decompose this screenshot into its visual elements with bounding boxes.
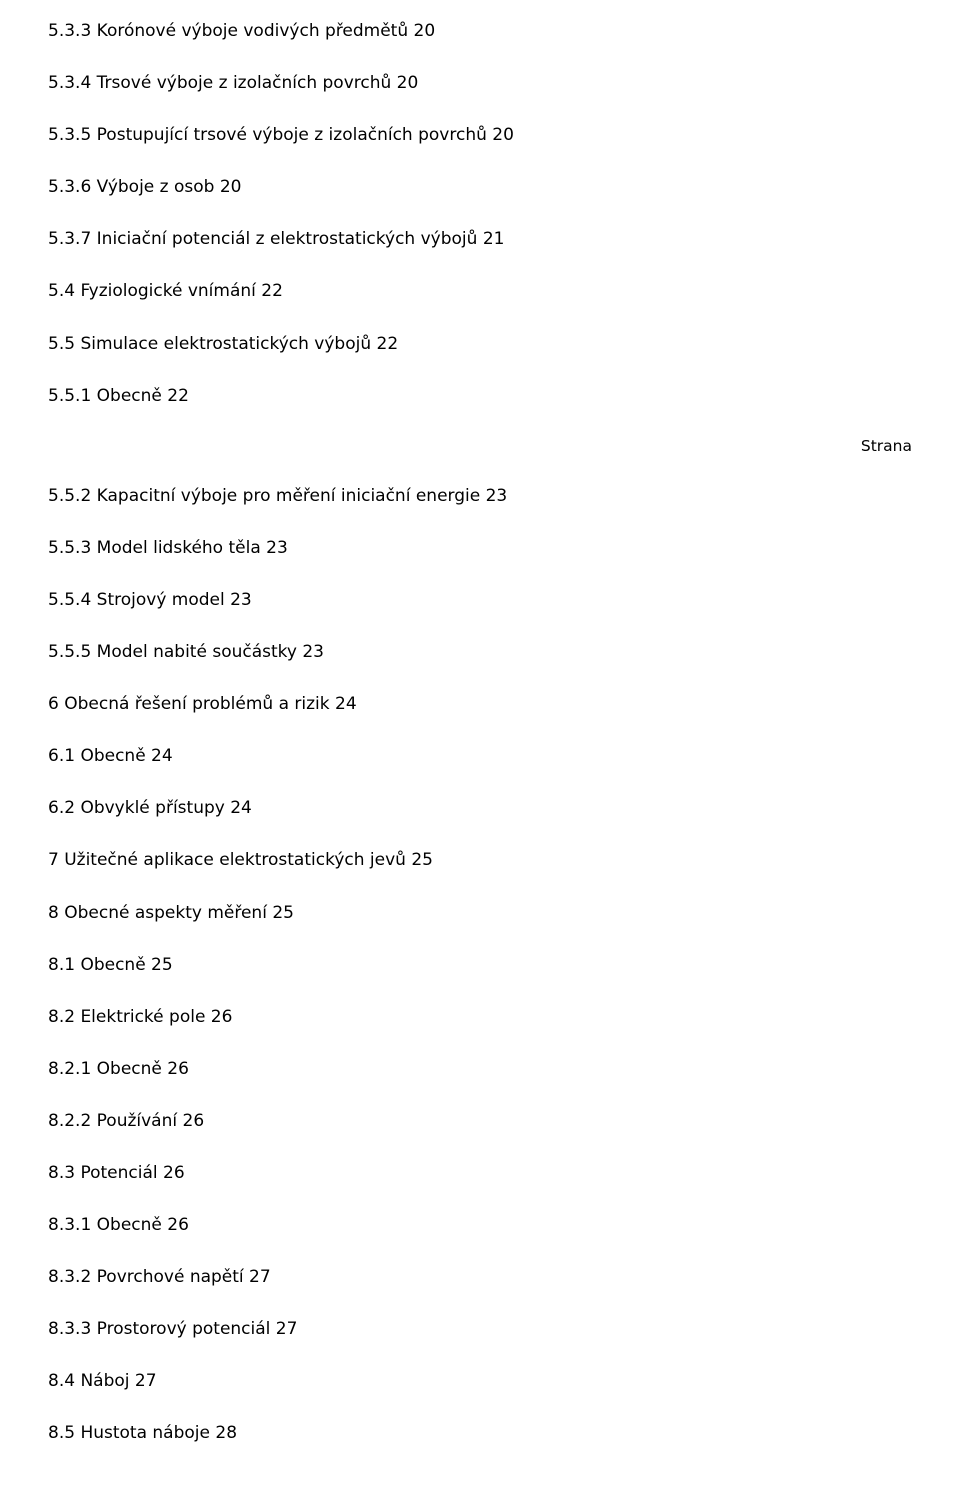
toc-entry: 6.1 Obecně 24 <box>48 745 920 767</box>
toc-entry: 5.5 Simulace elektrostatických výbojů 22 <box>48 333 920 355</box>
toc-entry: 5.3.5 Postupující trsové výboje z izolač… <box>48 124 920 146</box>
toc-entry: 8.3.3 Prostorový potenciál 27 <box>48 1318 920 1340</box>
toc-entry: 5.3.4 Trsové výboje z izolačních povrchů… <box>48 72 920 94</box>
toc-entry: 8.2.2 Používání 26 <box>48 1110 920 1132</box>
toc-entry: 8.3.1 Obecně 26 <box>48 1214 920 1236</box>
toc-entry: 5.3.3 Korónové výboje vodivých předmětů … <box>48 20 920 42</box>
toc-entry: 5.3.6 Výboje z osob 20 <box>48 176 920 198</box>
toc-entry: 8.5 Hustota náboje 28 <box>48 1422 920 1444</box>
toc-entry: 5.4 Fyziologické vnímání 22 <box>48 280 920 302</box>
toc-entry: 5.5.2 Kapacitní výboje pro měření inicia… <box>48 485 920 507</box>
toc-entry: 6 Obecná řešení problémů a rizik 24 <box>48 693 920 715</box>
toc-entry: 8.2 Elektrické pole 26 <box>48 1006 920 1028</box>
toc-entry: 8.4 Náboj 27 <box>48 1370 920 1392</box>
toc-entry: 5.5.1 Obecně 22 <box>48 385 920 407</box>
table-of-contents: 5.3.3 Korónové výboje vodivých předmětů … <box>48 20 920 1445</box>
toc-entry: 5.5.4 Strojový model 23 <box>48 589 920 611</box>
toc-entry: 8.3.2 Povrchové napětí 27 <box>48 1266 920 1288</box>
toc-entry: 8.3 Potenciál 26 <box>48 1162 920 1184</box>
toc-entry: 6.2 Obvyklé přístupy 24 <box>48 797 920 819</box>
toc-entry: 8.1 Obecně 25 <box>48 954 920 976</box>
page-column-header: Strana <box>48 437 920 455</box>
toc-entry: 5.5.5 Model nabité součástky 23 <box>48 641 920 663</box>
toc-entry: 7 Užitečné aplikace elektrostatických je… <box>48 849 920 871</box>
toc-entry: 5.5.3 Model lidského těla 23 <box>48 537 920 559</box>
toc-entry: 5.3.7 Iniciační potenciál z elektrostati… <box>48 228 920 250</box>
toc-entry: 8.2.1 Obecně 26 <box>48 1058 920 1080</box>
toc-entry: 8 Obecné aspekty měření 25 <box>48 902 920 924</box>
